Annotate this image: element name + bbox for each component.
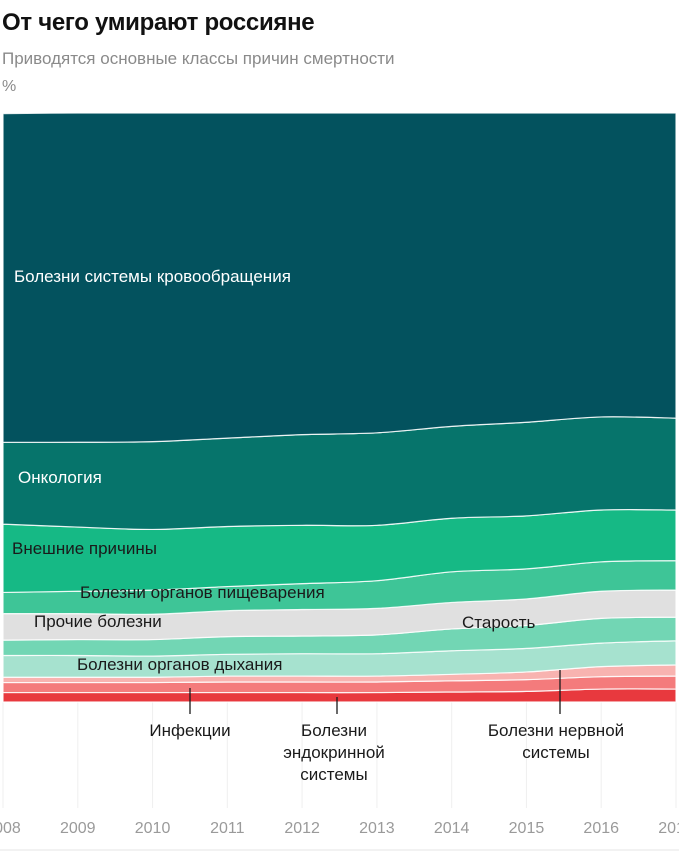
x-tick-label-2009: 2009 <box>60 820 96 837</box>
x-tick-label-2016: 2016 <box>583 820 619 837</box>
callout-label-инфекции: Инфекции <box>149 721 230 740</box>
x-tick-label-2013: 2013 <box>359 820 395 837</box>
area-болезни-системы-кровообращения <box>2 112 677 443</box>
callout-label-болезни-эндокринной-системы: Болезни эндокринной системы <box>283 721 385 784</box>
x-tick-label-2010: 2010 <box>135 820 171 837</box>
callout-label-болезни-нервной-системы: Болезни нервной системы <box>488 721 624 762</box>
x-tick-label-2014: 2014 <box>434 820 470 837</box>
series-label-болезни-системы-кровообращения: Болезни системы кровообращения <box>14 267 291 286</box>
unit-label: % <box>2 78 17 95</box>
chart-title: От чего умирают россияне <box>2 9 315 36</box>
x-tick-label-2015: 2015 <box>509 820 545 837</box>
series-labels: Болезни системы кровообращения Онкология В… <box>12 267 624 784</box>
x-tick-label-2008: 2008 <box>0 820 21 837</box>
series-label-прочие-болезни: Прочие болезни <box>34 612 162 631</box>
series-label-старость: Старость <box>462 613 536 632</box>
areas <box>2 112 677 703</box>
series-label-внешние-причины: Внешние причины <box>12 539 157 558</box>
x-axis: 2008 2009 2010 2011 2012 2013 2014 2015 2016 2017 <box>0 820 679 851</box>
x-tick-label-2011: 2011 <box>210 820 245 837</box>
series-label-болезни-органов-пищеварения: Болезни органов пищеварения <box>80 583 325 602</box>
series-label-болезни-органов-дыхания: Болезни органов дыхания <box>77 655 282 674</box>
series-label-онкология: Онкология <box>18 468 102 487</box>
x-tick-label-2012: 2012 <box>284 820 320 837</box>
grid <box>2 702 677 808</box>
x-tick-label-2017: 2017 <box>658 820 679 837</box>
chart-subtitle: Приводятся основные классы причин смертн… <box>2 49 395 68</box>
